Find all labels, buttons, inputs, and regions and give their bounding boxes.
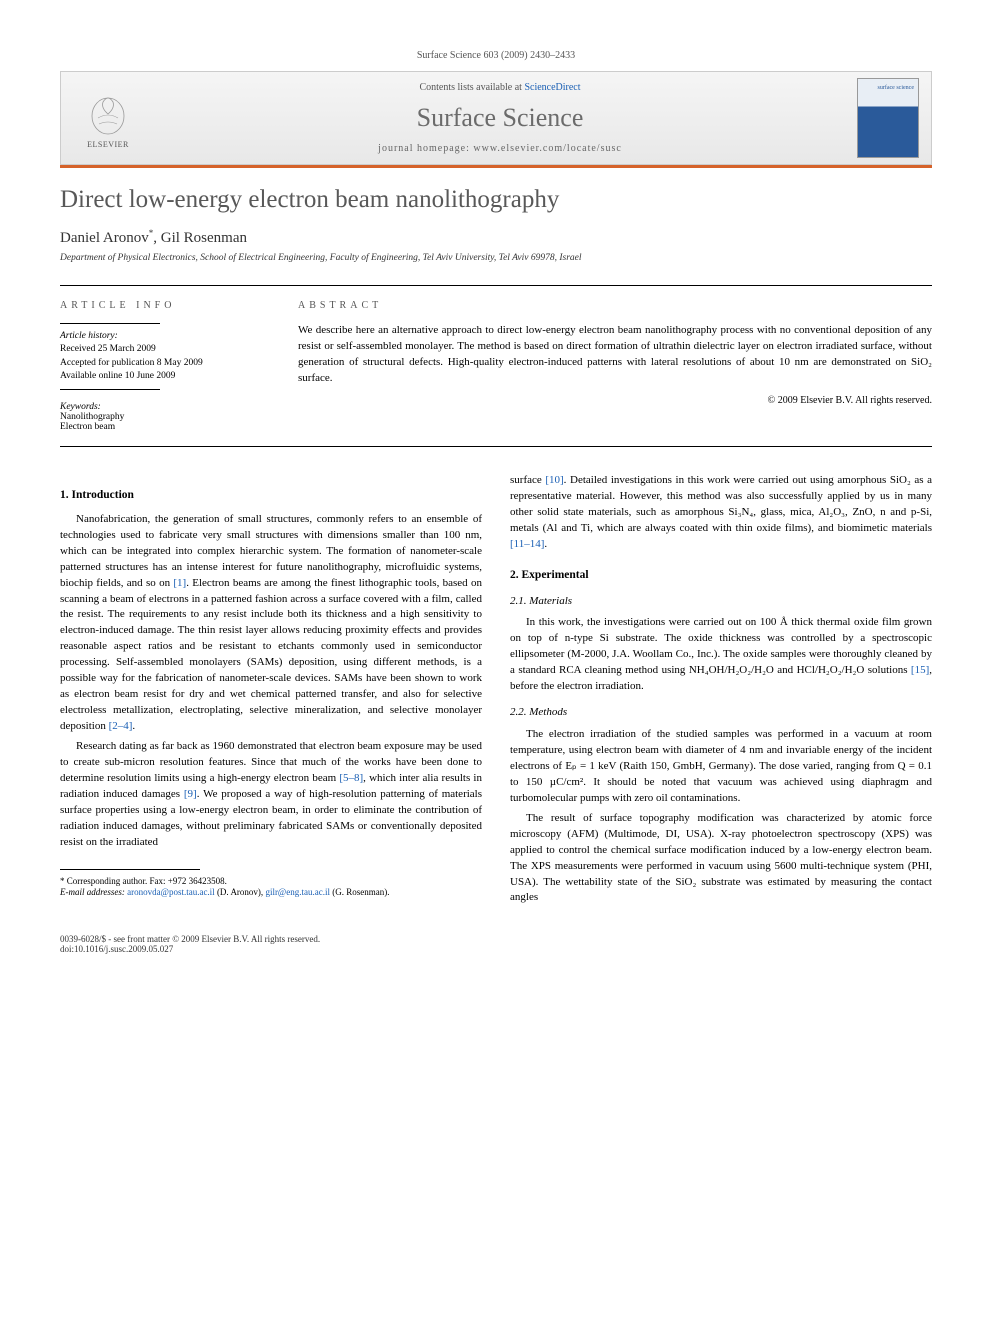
history-received: Received 25 March 2009 (60, 343, 266, 356)
history-accepted: Accepted for publication 8 May 2009 (60, 357, 266, 370)
homepage-prefix: journal homepage: (378, 143, 473, 154)
materials-para: In this work, the investigations were ca… (510, 615, 932, 695)
footnote-separator (60, 869, 200, 870)
email-1[interactable]: aronovda@post.tau.ac.il (127, 887, 215, 897)
intro-p1b-text: . Electron beams are among the finest li… (60, 577, 482, 732)
section-2-2-heading: 2.2. Methods (510, 705, 932, 721)
affiliation: Department of Physical Electronics, Scho… (60, 253, 932, 263)
ref-11-14[interactable]: [11–14] (510, 538, 544, 550)
methods-para-1: The electron irradiation of the studied … (510, 727, 932, 807)
keyword-1: Nanolithography (60, 412, 266, 422)
col2-p1c-text: . (544, 538, 547, 550)
journal-name: Surface Science (157, 103, 843, 133)
front-matter-line: 0039-6028/$ - see front matter © 2009 El… (60, 934, 932, 944)
corresponding-author: * Corresponding author. Fax: +972 364235… (60, 876, 482, 888)
abstract-text: We describe here an alternative approach… (298, 323, 932, 387)
publisher-name: ELSEVIER (87, 140, 129, 149)
ref-1[interactable]: [1] (173, 577, 186, 589)
ref-2-4[interactable]: [2–4] (109, 720, 133, 732)
keyword-2: Electron beam (60, 422, 266, 432)
email-name-1: (D. Aronov), (215, 887, 266, 897)
authors: Daniel Aronov*, Gil Rosenman (60, 228, 932, 247)
intro-para-2: Research dating as far back as 1960 demo… (60, 739, 482, 851)
right-column: surface [10]. Detailed investigations in… (510, 473, 932, 910)
homepage-line: journal homepage: www.elsevier.com/locat… (157, 143, 843, 154)
section-2-heading: 2. Experimental (510, 567, 932, 584)
footnote-block: * Corresponding author. Fax: +972 364235… (60, 876, 482, 899)
history-online: Available online 10 June 2009 (60, 370, 266, 383)
ref-10[interactable]: [10] (545, 474, 563, 486)
ref-9[interactable]: [9] (184, 788, 197, 800)
contents-prefix: Contents lists available at (419, 82, 524, 93)
email-2[interactable]: gilr@eng.tau.ac.il (265, 887, 330, 897)
abstract-heading: ABSTRACT (298, 300, 932, 311)
mat-p1a-text: In this work, the investigations were ca… (510, 616, 932, 676)
section-2-1-heading: 2.1. Materials (510, 594, 932, 610)
left-column: 1. Introduction Nanofabrication, the gen… (60, 473, 482, 910)
author-1: Daniel Aronov (60, 230, 149, 246)
section-1-heading: 1. Introduction (60, 487, 482, 504)
intro-para-1: Nanofabrication, the generation of small… (60, 512, 482, 735)
journal-reference: Surface Science 603 (2009) 2430–2433 (60, 50, 932, 61)
author-2: , Gil Rosenman (153, 230, 247, 246)
article-title: Direct low-energy electron beam nanolith… (60, 186, 932, 214)
journal-cover-thumb (857, 78, 919, 158)
abstract-copyright: © 2009 Elsevier B.V. All rights reserved… (298, 395, 932, 406)
col2-p1b-text: . Detailed investigations in this work w… (510, 474, 932, 534)
sciencedirect-link[interactable]: ScienceDirect (524, 82, 580, 93)
body-columns: 1. Introduction Nanofabrication, the gen… (60, 473, 932, 910)
contents-line: Contents lists available at ScienceDirec… (157, 82, 843, 93)
email-label: E-mail addresses: (60, 887, 127, 897)
homepage-url[interactable]: www.elsevier.com/locate/susc (473, 143, 621, 154)
journal-header: ELSEVIER Contents lists available at Sci… (60, 71, 932, 168)
col2-continuation: surface [10]. Detailed investigations in… (510, 473, 932, 553)
article-info-panel: ARTICLE INFO Article history: Received 2… (60, 286, 280, 446)
keywords-label: Keywords: (60, 402, 266, 412)
history-label: Article history: (60, 330, 266, 343)
doi-line: doi:10.1016/j.susc.2009.05.027 (60, 944, 932, 954)
publisher-logo: ELSEVIER (73, 83, 143, 153)
ref-5-8[interactable]: [5–8] (339, 772, 363, 784)
email-name-2: (G. Rosenman). (330, 887, 390, 897)
ref-15[interactable]: [15] (911, 664, 929, 676)
methods-para-2: The result of surface topography modific… (510, 811, 932, 907)
col2-p1a-text: surface (510, 474, 545, 486)
article-info-heading: ARTICLE INFO (60, 300, 266, 311)
abstract-panel: ABSTRACT We describe here an alternative… (280, 286, 932, 446)
intro-p1c-text: . (132, 720, 135, 732)
